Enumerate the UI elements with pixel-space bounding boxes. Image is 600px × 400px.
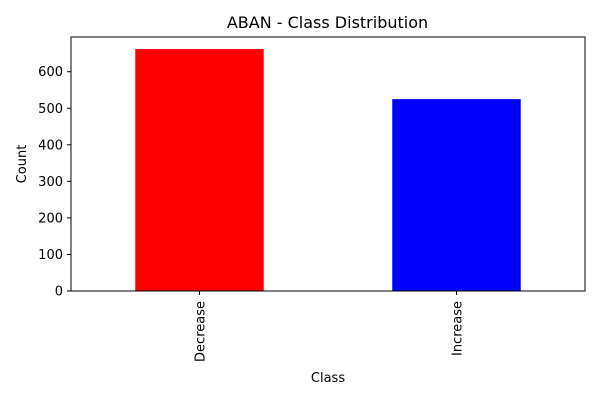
y-tick-label: 300 bbox=[38, 175, 63, 190]
x-axis: Decrease Increase bbox=[194, 291, 466, 362]
x-axis-label: Class bbox=[311, 371, 345, 386]
bar-increase bbox=[392, 99, 521, 292]
y-tick-label: 400 bbox=[38, 138, 63, 153]
y-axis: 0 100 200 300 400 500 600 bbox=[38, 65, 71, 300]
y-tick-label: 0 bbox=[55, 285, 63, 300]
y-axis-label: Count bbox=[15, 145, 30, 184]
bar-decrease bbox=[135, 49, 264, 292]
y-tick-label: 500 bbox=[38, 102, 63, 117]
x-tick-label: Decrease bbox=[194, 301, 209, 362]
y-tick-label: 200 bbox=[38, 211, 63, 226]
y-tick-label: 100 bbox=[38, 248, 63, 263]
y-tick-label: 600 bbox=[38, 65, 63, 80]
chart-title: ABAN - Class Distribution bbox=[227, 13, 428, 32]
plot-area-frame bbox=[70, 36, 586, 292]
bars-layer bbox=[135, 49, 521, 292]
x-tick-label: Increase bbox=[451, 301, 466, 356]
